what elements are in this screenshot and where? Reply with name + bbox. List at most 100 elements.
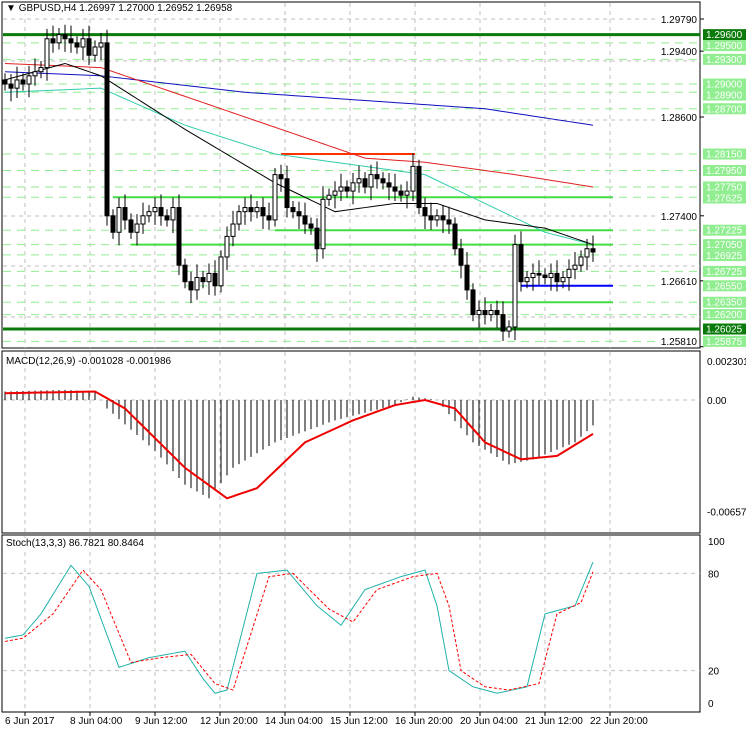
time-tick-label: 22 Jun 20:00 <box>590 716 648 727</box>
macd-tick-label: 0.002301 <box>707 357 746 368</box>
price-label: 1.29300 <box>706 55 743 66</box>
price-label-box <box>703 78 746 90</box>
price-label-box <box>703 265 746 277</box>
bear-candle <box>296 211 302 217</box>
bull-candle <box>152 207 158 213</box>
ohlc-close: 1.26958 <box>196 3 233 14</box>
bull-candle <box>26 75 32 85</box>
bear-candle <box>284 178 290 209</box>
bull-candle <box>350 182 356 192</box>
price-label: 1.25875 <box>706 337 743 348</box>
stoch-pane-frame <box>1 534 701 713</box>
bull-candle <box>476 309 482 316</box>
price-label-box <box>703 224 746 236</box>
bear-candle <box>104 42 110 217</box>
bear-candle <box>176 207 182 266</box>
green-moving-average-line <box>4 87 594 246</box>
bear-candle <box>554 272 560 283</box>
stoch-tick-label: 20 <box>708 667 720 678</box>
bull-candle <box>572 264 578 270</box>
bull-candle <box>512 244 518 328</box>
bear-candle <box>458 248 464 266</box>
bear-candle <box>494 309 500 316</box>
price-label-box <box>703 148 746 160</box>
bull-candle <box>134 223 140 233</box>
bear-candle <box>302 215 308 225</box>
price-label: 1.26200 <box>706 310 743 321</box>
bear-candle <box>482 309 488 316</box>
bear-candle <box>86 38 92 56</box>
price-label-box <box>703 29 746 41</box>
bear-candle <box>8 83 14 89</box>
price-tick-label-bg <box>658 111 698 123</box>
bear-candle <box>260 207 266 217</box>
dropdown-arrow-icon[interactable]: ▼ <box>6 3 16 14</box>
chart-header: ▼ GBPUSD,H4 1.26997 1.27000 1.26952 1.26… <box>4 3 235 14</box>
macd-tick-label: 0.00 <box>707 396 727 407</box>
symbol-label: GBPUSD,H4 <box>18 3 77 14</box>
price-label-box <box>703 309 746 321</box>
price-label: 1.26025 <box>706 325 743 336</box>
price-tick-label-bg <box>658 336 698 347</box>
bull-candle <box>170 207 176 221</box>
bull-candle <box>356 178 362 184</box>
price-tick-label-bg <box>658 275 698 287</box>
stoch-label: Stoch(13,3,3) 86.7821 80.8464 <box>6 538 144 549</box>
time-tick-label: 20 Jun 04:00 <box>460 716 518 727</box>
bear-candle <box>590 248 596 253</box>
bear-candle <box>212 272 218 287</box>
bear-candle <box>422 207 428 217</box>
bear-candle <box>362 178 368 188</box>
bear-candle <box>74 42 80 48</box>
bull-candle <box>584 248 590 258</box>
price-label: 1.27225 <box>706 226 743 237</box>
bear-candle <box>266 215 272 221</box>
stoch-tick-label: 100 <box>708 537 725 548</box>
bull-candle <box>320 198 326 250</box>
bear-candle <box>464 264 470 291</box>
bear-candle <box>344 186 350 192</box>
bear-candle <box>68 38 74 44</box>
stoch-main-line <box>4 561 594 694</box>
bull-candle <box>140 215 146 225</box>
price-tick-label-bg <box>658 46 698 58</box>
bear-candle <box>188 281 194 291</box>
price-label: 1.28150 <box>706 150 743 161</box>
bear-candle <box>122 207 128 221</box>
bull-candle <box>242 207 248 213</box>
stoch-tick-label: 80 <box>708 569 720 580</box>
price-label: 1.26550 <box>706 281 743 292</box>
bull-candle <box>218 256 224 287</box>
bull-candle <box>548 272 554 279</box>
bull-candle <box>326 194 332 200</box>
macd-label: MACD(12,26,9) -0.001028 -0.001986 <box>6 356 172 367</box>
bear-candle <box>536 272 542 276</box>
price-label-box <box>703 53 746 65</box>
price-label-box <box>703 239 746 251</box>
price-label-box <box>703 280 746 292</box>
black-moving-average-line <box>4 62 594 246</box>
price-tick-label-bg <box>658 210 698 222</box>
bull-candle <box>404 190 410 196</box>
stoch-tick-label: 0 <box>708 699 714 710</box>
price-label-box <box>703 296 746 308</box>
price-tick-label: 1.29790 <box>661 15 698 26</box>
price-label: 1.29500 <box>706 41 743 52</box>
ohlc-low: 1.26952 <box>157 3 194 14</box>
bear-candle <box>62 34 68 40</box>
bear-candle <box>278 174 284 180</box>
bull-candle <box>206 272 212 283</box>
bull-candle <box>578 256 584 266</box>
red-moving-average-line <box>4 62 594 188</box>
bear-candle <box>398 190 404 196</box>
price-label: 1.28900 <box>706 91 743 102</box>
bull-candle <box>368 174 374 188</box>
bear-candle <box>128 219 134 233</box>
price-tick-label: 1.27400 <box>661 212 698 223</box>
price-label: 1.26725 <box>706 267 743 278</box>
time-tick-label: 14 Jun 04:00 <box>265 716 323 727</box>
price-label: 1.26925 <box>706 251 743 262</box>
bull-candle <box>80 38 86 48</box>
price-label-box <box>703 181 746 193</box>
